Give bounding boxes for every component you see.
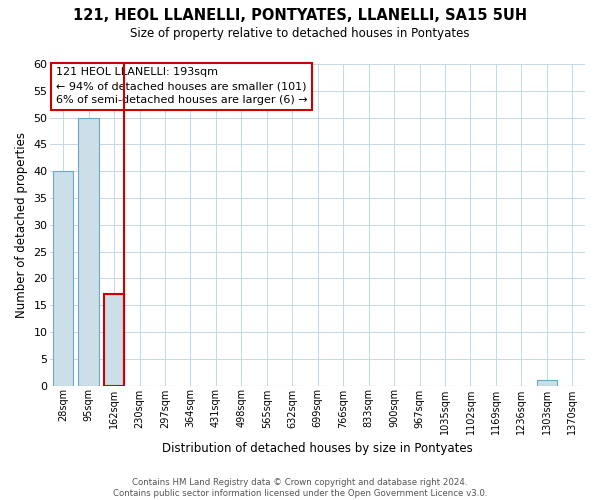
Y-axis label: Number of detached properties: Number of detached properties	[15, 132, 28, 318]
Text: Size of property relative to detached houses in Pontyates: Size of property relative to detached ho…	[130, 28, 470, 40]
Bar	[53, 171, 73, 386]
Text: 121, HEOL LLANELLI, PONTYATES, LLANELLI, SA15 5UH: 121, HEOL LLANELLI, PONTYATES, LLANELLI,…	[73, 8, 527, 22]
Bar	[536, 380, 557, 386]
Bar	[104, 294, 124, 386]
X-axis label: Distribution of detached houses by size in Pontyates: Distribution of detached houses by size …	[163, 442, 473, 455]
Text: 121 HEOL LLANELLI: 193sqm
← 94% of detached houses are smaller (101)
6% of semi-: 121 HEOL LLANELLI: 193sqm ← 94% of detac…	[56, 67, 307, 105]
Bar	[79, 118, 99, 386]
Text: Contains HM Land Registry data © Crown copyright and database right 2024.
Contai: Contains HM Land Registry data © Crown c…	[113, 478, 487, 498]
